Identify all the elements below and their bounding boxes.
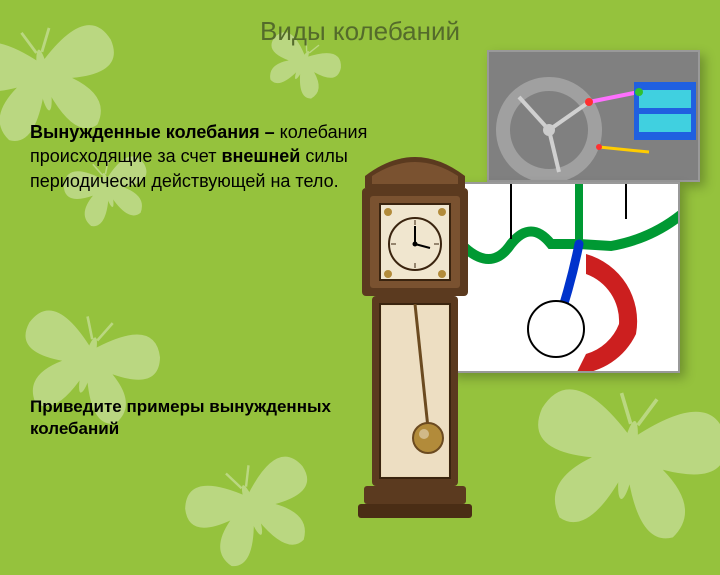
pendulum-clock xyxy=(350,148,480,533)
prompt-text: Приведите примеры вынужденных колебаний xyxy=(30,396,370,440)
definition-bold-word: внешней xyxy=(221,146,300,166)
slide-title: Виды колебаний xyxy=(0,16,720,47)
engine-diagram xyxy=(487,50,700,182)
escapement-diagram xyxy=(449,182,680,373)
butterfly-decoration xyxy=(180,450,324,575)
definition-lead: Вынужденные колебания – xyxy=(30,122,280,142)
definition-text: Вынужденные колебания – колебания происх… xyxy=(30,120,370,193)
butterfly-decoration xyxy=(520,370,720,555)
